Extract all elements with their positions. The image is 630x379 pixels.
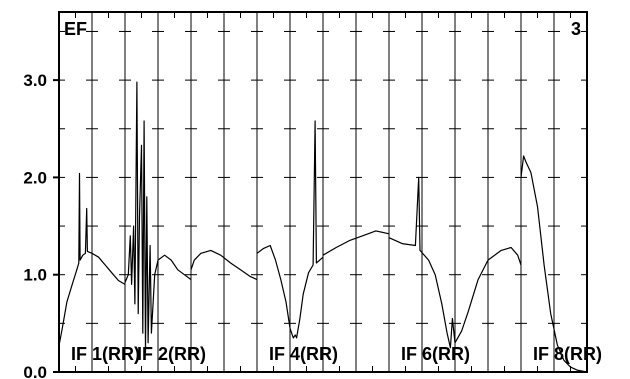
series-line-segment-2 [124,81,192,354]
segment-label: IF 8(RR) [533,344,602,364]
y-tick-label: 2.0 [23,168,47,187]
series-line-segment-7 [454,246,522,344]
series-line-segment-3 [190,249,258,281]
series-layer [58,81,588,373]
series-line-segment-4 [256,120,324,339]
y-tick-label: 1.0 [23,266,47,285]
segment-label: IF 6(RR) [401,344,470,364]
y-tick-label: 3.0 [23,71,47,90]
series-line-segment-5 [322,230,390,256]
label-layer: IF 1(RR)IF 2(RR) IF 4(RR) IF 6(RR) IF 8(RR) [71,344,602,364]
grid-layer [59,12,587,372]
series-line-segment-6 [388,176,456,349]
y-tick-label: 0.0 [23,363,47,379]
segment-label: IF 2(RR) [137,344,206,364]
segment-label: IF 4(RR) [269,344,338,364]
corner-label: 3 [571,19,581,39]
segment-label: IF 1(RR) [71,344,140,364]
series-line-segment-1 [58,172,126,346]
tick-layer: 0.0 1.0 2.0 3.0 [23,12,588,379]
series-line-segment-8 [520,155,588,373]
panel-label: EF [64,19,87,39]
